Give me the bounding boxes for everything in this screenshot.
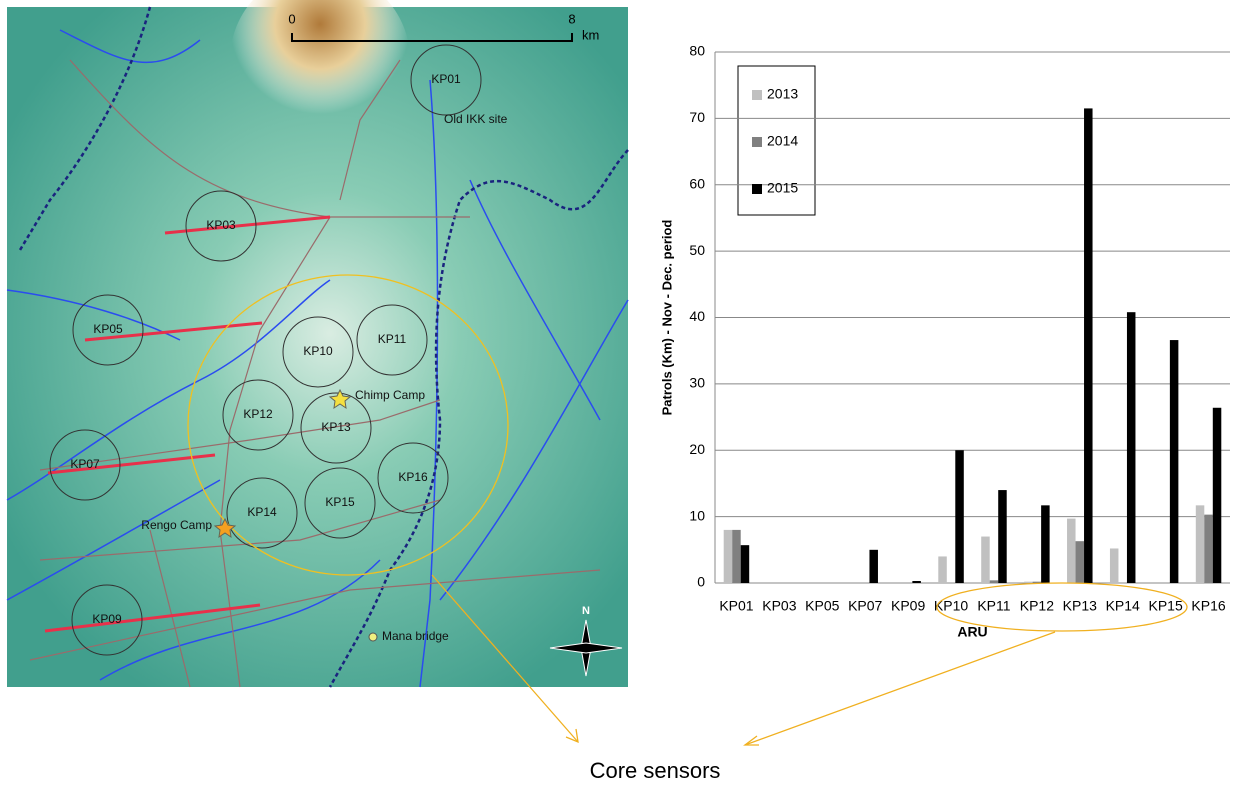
bar bbox=[1067, 518, 1076, 583]
bar bbox=[1204, 514, 1213, 583]
x-tick-label: KP15 bbox=[1149, 598, 1183, 614]
place-label: Rengo Camp bbox=[141, 518, 212, 532]
x-tick-label: KP14 bbox=[1106, 598, 1140, 614]
legend-label: 2014 bbox=[767, 133, 798, 149]
scale-bar: 0 8 km bbox=[288, 11, 599, 42]
legend-swatch bbox=[752, 137, 762, 147]
transects bbox=[44, 215, 331, 633]
sensor-label: KP09 bbox=[92, 612, 122, 626]
x-tick-label: KP01 bbox=[719, 598, 753, 614]
bar bbox=[912, 581, 921, 583]
bar bbox=[740, 545, 750, 583]
x-tick-label: KP12 bbox=[1020, 598, 1054, 614]
sensor-label: KP15 bbox=[325, 495, 355, 509]
north-arrow: N bbox=[549, 605, 623, 677]
bar bbox=[1084, 108, 1093, 583]
sensor-label: KP14 bbox=[247, 505, 277, 519]
x-tick-label: KP09 bbox=[891, 598, 925, 614]
camp-icon bbox=[213, 517, 237, 539]
x-tick-label: KP16 bbox=[1191, 598, 1225, 614]
bar bbox=[1195, 505, 1205, 583]
x-tick-label: KP13 bbox=[1063, 598, 1097, 614]
y-tick-label: 80 bbox=[689, 43, 705, 59]
legend-swatch bbox=[752, 184, 762, 194]
bar bbox=[1075, 541, 1085, 583]
x-tick-label: KP07 bbox=[848, 598, 882, 614]
bar bbox=[723, 529, 733, 583]
y-tick-label: 40 bbox=[689, 308, 705, 324]
y-tick-label: 20 bbox=[689, 441, 705, 457]
sensor-label: KP07 bbox=[70, 457, 100, 471]
bar bbox=[1126, 312, 1136, 583]
x-tick-label: KP11 bbox=[977, 598, 1010, 614]
y-tick-label: 50 bbox=[689, 242, 705, 258]
legend-label: 2015 bbox=[767, 180, 798, 196]
y-tick-label: 30 bbox=[689, 375, 705, 391]
x-tick-label: KP05 bbox=[805, 598, 839, 614]
legend-box bbox=[737, 65, 816, 216]
bar bbox=[1032, 581, 1042, 583]
place-label: Mana bridge bbox=[382, 629, 449, 643]
bar bbox=[1041, 505, 1050, 583]
bar bbox=[1169, 340, 1179, 583]
camp-icon bbox=[328, 388, 352, 410]
place-label: Chimp Camp bbox=[355, 388, 425, 402]
annotation bbox=[431, 574, 1188, 746]
annotation-text: Core sensors bbox=[590, 758, 721, 783]
place-label: Old IKK site bbox=[444, 112, 508, 126]
bar bbox=[938, 556, 947, 583]
bar-chart: 0 10 20 30 40 50 60 70 80 KP01 KP03 KP05 KP07 KP09 KP1… bbox=[659, 43, 1230, 640]
sensor-label: KP16 bbox=[398, 470, 428, 484]
sensor-label: KP01 bbox=[431, 72, 461, 86]
bar bbox=[955, 450, 964, 583]
y-tick-label: 10 bbox=[689, 507, 705, 523]
sensor-label: KP11 bbox=[378, 332, 407, 346]
bridge-icon bbox=[368, 632, 378, 642]
sensor-label: KP12 bbox=[243, 407, 273, 421]
scale-label: 8 bbox=[568, 11, 575, 26]
x-tick-label: KP03 bbox=[762, 598, 796, 614]
map: KP01 KP03 KP05 KP07 KP09 KP10 KP11 KP12 … bbox=[6, 0, 629, 688]
bar bbox=[732, 529, 741, 583]
scale-label: 0 bbox=[288, 11, 295, 26]
north-label: N bbox=[582, 605, 590, 617]
sensor-label: KP10 bbox=[303, 344, 333, 358]
bar bbox=[989, 580, 999, 583]
sensor-circles bbox=[49, 44, 482, 656]
y-tick-label: 70 bbox=[689, 109, 705, 125]
roads bbox=[29, 59, 601, 688]
bar bbox=[1024, 581, 1033, 583]
sensor-label: KP13 bbox=[321, 420, 351, 434]
y-tick-label: 60 bbox=[689, 175, 705, 191]
sensor-label: KP05 bbox=[93, 322, 123, 336]
bar bbox=[1109, 548, 1119, 583]
core-area bbox=[187, 274, 509, 576]
legend-label: 2013 bbox=[767, 86, 798, 102]
bar bbox=[998, 490, 1007, 583]
bar bbox=[981, 536, 990, 583]
scale-unit: km bbox=[582, 27, 599, 42]
x-axis-label: ARU bbox=[957, 624, 987, 640]
x-tick-label: KP10 bbox=[934, 598, 968, 614]
sensor-label: KP03 bbox=[206, 218, 236, 232]
boundaries bbox=[18, 6, 629, 688]
bar bbox=[1212, 407, 1222, 583]
legend-swatch bbox=[752, 90, 762, 100]
y-tick-label: 0 bbox=[697, 574, 705, 590]
y-axis-label: Patrols (Km) - Nov - Dec. period bbox=[659, 220, 674, 416]
bar bbox=[869, 549, 878, 583]
